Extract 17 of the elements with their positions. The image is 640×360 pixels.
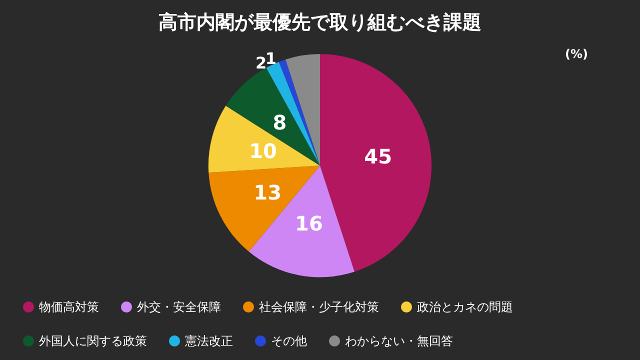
data-label: 13 (254, 180, 282, 204)
legend-label: 社会保障・少子化対策 (259, 300, 379, 314)
legend-label: その他 (271, 334, 307, 348)
data-label: 2 (255, 53, 267, 72)
legend-label: 外交・安全保障 (137, 300, 221, 314)
legend-label: 政治とカネの問題 (417, 300, 513, 314)
chart-title: 高市内閣が最優先で取り組むべき課題 (158, 12, 482, 34)
legend-label: 憲法改正 (184, 334, 233, 348)
data-label: 10 (249, 138, 277, 163)
legend-label: 外国人に関する政策 (39, 334, 147, 348)
data-label: 16 (295, 211, 323, 236)
text: (%) (565, 47, 588, 61)
legend-label: わからない・無回答 (345, 334, 453, 348)
data-label: 1 (265, 49, 277, 68)
legend-label: 物価高対策 (39, 300, 99, 314)
data-label: 8 (272, 110, 287, 135)
data-label: 45 (364, 144, 392, 168)
